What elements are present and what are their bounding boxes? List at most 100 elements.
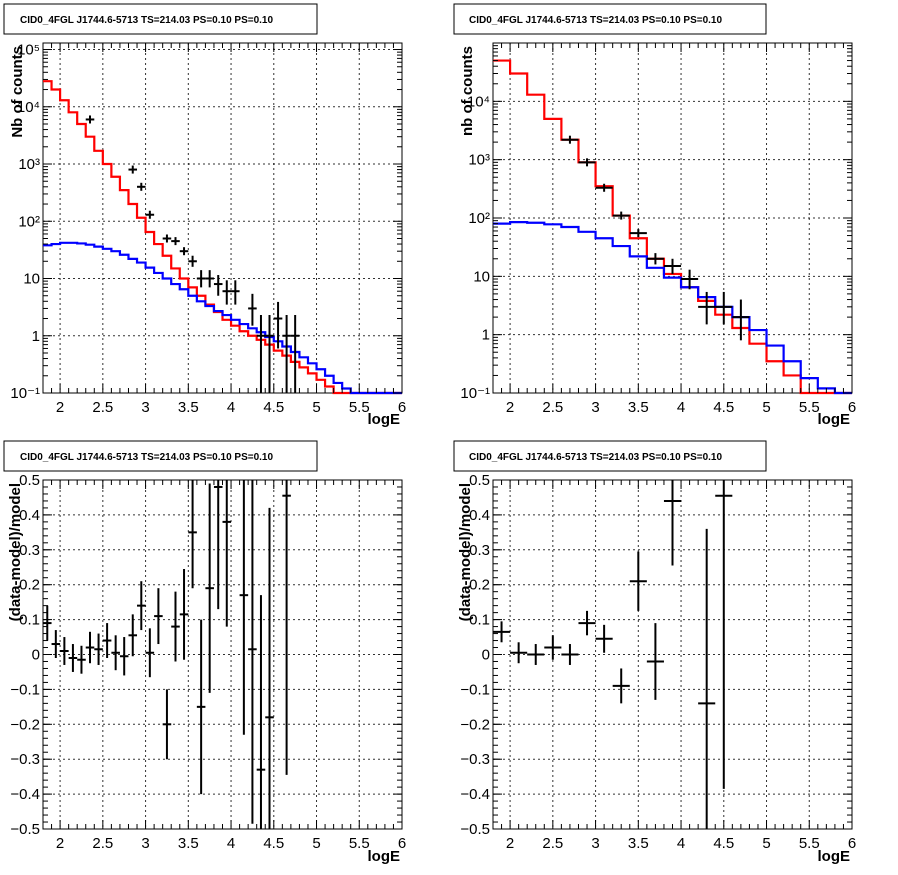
data-point: [282, 480, 291, 775]
data-point: [196, 270, 206, 288]
x-axis-label: logE: [818, 411, 851, 428]
data-point: [231, 280, 240, 305]
x-tick-label: 4: [227, 835, 235, 852]
chart-title: CID0_4FGL J1744.6-5713 TS=214.03 PS=0.10…: [469, 452, 722, 463]
x-tick-label: 6: [398, 399, 406, 416]
data-point: [612, 211, 630, 220]
x-tick-label: 2.5: [92, 399, 113, 416]
tick-labels: 2 2.5 3 3.5 4 4.5 5 5.5 6 −0.5 −0.4 −0.3 −0.2 −0.1 0 0.…: [460, 472, 856, 852]
data-point: [612, 668, 630, 704]
y-axis-label: (data-model)/model: [7, 483, 24, 621]
x-tick-label: 5: [312, 835, 320, 852]
data-layer: [493, 59, 852, 395]
x-tick-label: 3.5: [628, 835, 649, 852]
data-point: [595, 624, 613, 653]
data-point: [698, 528, 716, 829]
data-layer: [493, 480, 733, 829]
x-tick-label: 2: [56, 399, 64, 416]
x-tick-label: 3: [141, 835, 149, 852]
data-point: [222, 280, 232, 305]
data-point: [179, 568, 189, 660]
y-tick-label: 0.4: [469, 507, 490, 524]
data-point: [162, 234, 172, 243]
x-tick-label: 2.5: [92, 835, 113, 852]
data-point: [213, 480, 223, 610]
x-tick-label: 4: [677, 835, 685, 852]
x-tick-label: 5.5: [799, 835, 820, 852]
data-point: [205, 270, 214, 288]
chart-title: CID0_4FGL J1744.6-5713 TS=214.03 PS=0.10…: [469, 15, 722, 26]
data-point: [248, 480, 257, 824]
data-point: [629, 229, 647, 238]
data-point: [128, 165, 138, 174]
data-point: [527, 644, 545, 665]
y-tick-label: 10⁴: [467, 93, 490, 110]
data-point: [681, 269, 699, 290]
tick-labels: 2 2.5 3 3.5 4 4.5 5 5.5 6 −0.5 −0.4 −0.3 −0.2 −0.1 0 0.…: [10, 472, 406, 852]
data-point: [145, 628, 155, 678]
x-tick-label: 4: [227, 399, 235, 416]
y-tick-label: 10²: [468, 210, 490, 227]
y-tick-label: 0: [482, 647, 490, 664]
data-point: [222, 480, 232, 627]
data-point: [68, 644, 78, 672]
data-point: [256, 595, 266, 829]
histogram-line: [493, 59, 852, 395]
y-tick-label: 10⁻¹: [10, 385, 40, 402]
y-tick-label: −0.5: [10, 821, 40, 838]
x-tick-label: 3: [141, 399, 149, 416]
y-axis-label: Nb of counts: [9, 46, 26, 138]
y-tick-label: 0.1: [19, 612, 40, 629]
data-point: [239, 480, 249, 735]
data-point: [188, 255, 197, 267]
data-point: [256, 315, 266, 393]
x-tick-label: 2: [506, 835, 514, 852]
y-tick-label: 10⁵: [17, 42, 40, 59]
x-tick-label: 4.5: [713, 399, 734, 416]
data-point: [646, 253, 664, 265]
y-tick-label: −0.1: [10, 681, 40, 698]
y-tick-label: −0.3: [460, 751, 490, 768]
y-tick-label: −0.5: [460, 821, 490, 838]
y-tick-label: 10³: [18, 156, 40, 173]
x-tick-label: 3.5: [628, 399, 649, 416]
y-tick-label: 10: [23, 271, 40, 288]
y-tick-label: 0.2: [19, 577, 40, 594]
data-point: [698, 291, 716, 325]
chart-title: CID0_4FGL J1744.6-5713 TS=214.03 PS=0.10…: [20, 15, 273, 26]
data-point: [213, 275, 223, 296]
grid: [43, 43, 402, 393]
histogram-line: [43, 241, 402, 395]
data-point: [290, 315, 300, 393]
data-point: [145, 210, 155, 219]
x-axis-label: logE: [818, 848, 851, 865]
y-tick-label: −0.4: [10, 786, 40, 803]
x-tick-label: 5.5: [799, 399, 820, 416]
y-tick-label: 0: [32, 647, 40, 664]
panel-counts-left: CID0_4FGL J1744.6-5713 TS=214.03 PS=0.10…: [3, 3, 406, 428]
y-tick-label: −0.2: [460, 716, 490, 733]
x-axis-label: logE: [368, 848, 401, 865]
data-point: [119, 637, 129, 676]
data-point: [85, 115, 95, 124]
x-tick-label: 2: [506, 399, 514, 416]
data-point: [544, 635, 562, 660]
data-point: [493, 621, 511, 643]
data-layer: [43, 480, 291, 829]
data-point: [94, 633, 103, 665]
y-tick-label: 10: [473, 268, 490, 285]
data-point: [188, 480, 197, 589]
y-tick-label: 0.4: [19, 507, 40, 524]
data-point: [561, 644, 579, 665]
x-tick-label: 5.5: [349, 835, 370, 852]
y-tick-label: 10⁴: [17, 99, 40, 116]
panel-residuals-right: CID0_4FGL J1744.6-5713 TS=214.03 PS=0.10…: [453, 440, 856, 865]
data-point: [248, 293, 257, 326]
data-point: [171, 237, 180, 246]
y-tick-label: 1: [482, 327, 490, 344]
data-point: [265, 315, 274, 393]
x-tick-label: 6: [398, 835, 406, 852]
x-tick-label: 3.5: [178, 399, 199, 416]
y-tick-label: −0.1: [460, 681, 490, 698]
x-tick-label: 5.5: [349, 399, 370, 416]
